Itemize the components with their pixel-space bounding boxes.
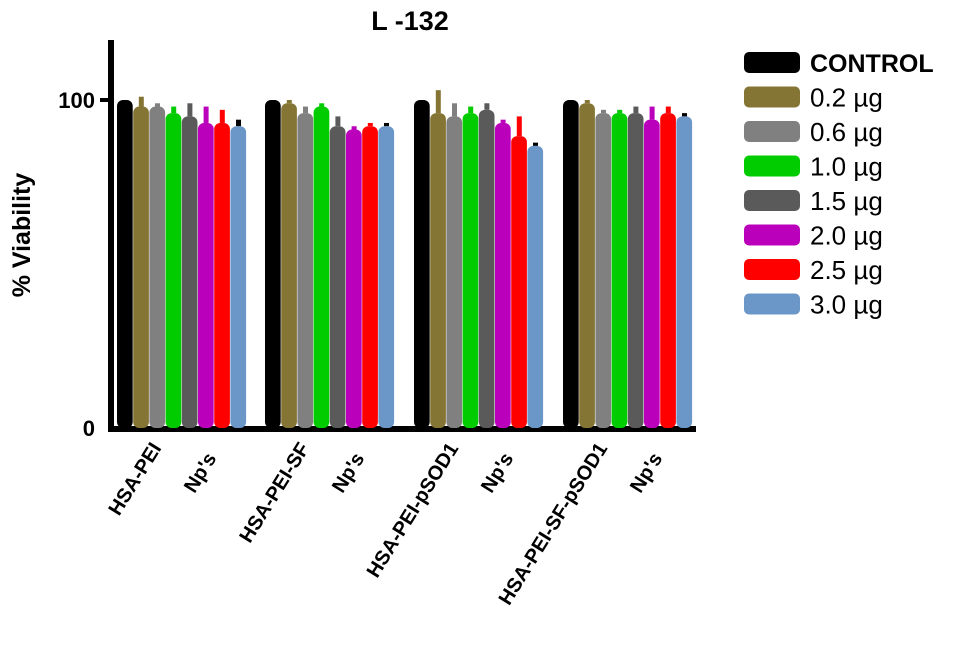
legend-swatch: [744, 293, 800, 315]
x-tick-label: Np's: [180, 449, 221, 497]
legend-label: 2.5 µg: [810, 255, 883, 285]
bar: [627, 113, 644, 429]
bar: [313, 106, 330, 428]
bar: [214, 122, 230, 429]
y-tick-label-100: 100: [58, 88, 95, 113]
legend-label: 0.2 µg: [810, 83, 883, 113]
legend-swatch: [744, 224, 800, 246]
bar: [181, 116, 198, 429]
legend-swatch: [744, 52, 800, 73]
x-tick-label: HSA-PEI-pSOD1: [363, 439, 464, 582]
bar: [362, 126, 378, 429]
bar: [644, 119, 660, 429]
bar: [346, 129, 362, 428]
legend-swatch: [744, 190, 800, 211]
x-tick-label: Np's: [328, 449, 369, 497]
x-tick-label: HSA-PEI-SF: [236, 439, 315, 547]
bar: [579, 103, 595, 428]
bar: [511, 136, 527, 428]
x-tick-label: HSA-PEI: [105, 439, 167, 519]
bar: [198, 122, 214, 429]
bar: [265, 100, 281, 428]
bar: [430, 113, 446, 429]
legend-swatch: [744, 259, 800, 280]
legend-swatch: [744, 155, 800, 177]
bar: [611, 113, 628, 429]
legend-label: 2.0 µg: [810, 221, 883, 251]
bar: [446, 116, 463, 429]
legend-label: 0.6 µg: [810, 117, 883, 147]
bar: [462, 113, 479, 429]
bar: [133, 106, 149, 428]
legend-label: 1.5 µg: [810, 186, 883, 216]
bar: [281, 103, 297, 428]
y-tick-label-0: 0: [83, 416, 95, 441]
bar: [230, 126, 247, 429]
bar: [527, 145, 544, 429]
chart-title: L -132: [371, 6, 449, 36]
legend-label: 1.0 µg: [810, 152, 883, 182]
legend-swatch: [744, 86, 800, 108]
bar: [378, 126, 395, 429]
bar: [117, 100, 133, 428]
bar: [297, 113, 314, 429]
x-tick-label: Np's: [626, 449, 667, 497]
bar: [660, 113, 676, 429]
bar: [149, 106, 166, 428]
legend-swatch: [744, 121, 800, 142]
bar: [478, 109, 495, 428]
bar: [563, 100, 579, 428]
x-tick-label: Np's: [477, 449, 518, 497]
bar: [676, 116, 693, 429]
bar: [165, 113, 182, 429]
legend-label: CONTROL: [810, 50, 934, 78]
bar: [414, 100, 430, 428]
y-axis-label: % Viability: [8, 173, 36, 298]
legend-label: 3.0 µg: [810, 290, 883, 320]
bar: [495, 122, 511, 429]
bar: [595, 113, 612, 429]
bar: [329, 126, 346, 429]
